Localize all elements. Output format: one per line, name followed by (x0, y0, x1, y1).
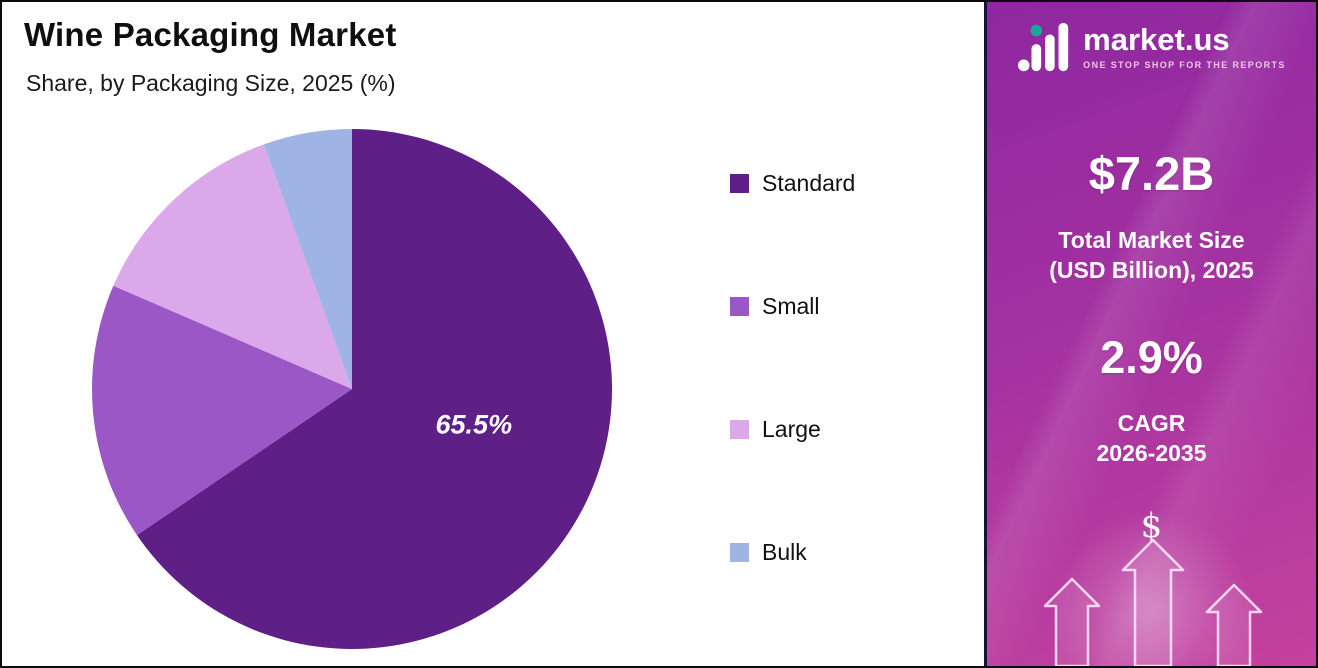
legend-label: Small (762, 293, 820, 319)
cagr-label-line2: 2026-2035 (1096, 440, 1207, 467)
brand-text: market.us ONE STOP SHOP FOR THE REPORTS (1083, 24, 1286, 70)
market-size-label-line2: (USD Billion), 2025 (1049, 257, 1254, 284)
pie-value-label: 65.5% (436, 410, 513, 440)
legend-swatch-standard (730, 174, 749, 193)
brand-tagline: ONE STOP SHOP FOR THE REPORTS (1083, 59, 1286, 70)
legend-item-small: Small (730, 293, 855, 320)
pie-slice-bulk (263, 129, 352, 389)
legend-swatch-bulk (730, 543, 749, 562)
brand: market.us ONE STOP SHOP FOR THE REPORTS (987, 20, 1316, 74)
legend-label: Bulk (762, 539, 807, 565)
legend-item-standard: Standard (730, 170, 855, 197)
legend-item-bulk: Bulk (730, 539, 855, 566)
chart-subtitle: Share, by Packaging Size, 2025 (%) (26, 70, 396, 96)
cagr-label-line1: CAGR (1117, 409, 1186, 436)
legend: Standard Small Large Bulk (730, 170, 855, 566)
legend-label: Standard (762, 170, 856, 196)
market-us-logo-icon (1018, 22, 1069, 72)
growth-arrows-icon (1043, 538, 1263, 666)
legend-item-large: Large (730, 416, 855, 443)
pie-slice-large (113, 144, 352, 389)
page-title: Wine Packaging Market (24, 16, 397, 53)
pie-slice-small (91, 285, 352, 536)
dollar-symbol: $ (1140, 506, 1163, 547)
chart-area: Wine Packaging Market Share, by Packagin… (2, 2, 984, 666)
legend-label: Large (762, 416, 821, 442)
sidebar-content: market.us ONE STOP SHOP FOR THE REPORTS … (987, 2, 1316, 546)
market-size-value: $7.2B (1088, 147, 1215, 200)
pie-chart: 65.5% (91, 129, 613, 649)
cagr-value: 2.9% (1100, 331, 1203, 383)
cagr-label: CAGR 2026-2035 (987, 408, 1316, 469)
sidebar-panel: market.us ONE STOP SHOP FOR THE REPORTS … (984, 2, 1316, 666)
market-size-label-line1: Total Market Size (1058, 227, 1245, 253)
pie-slice-standard (136, 129, 613, 649)
brand-name: market.us (1083, 22, 1230, 58)
legend-swatch-large (730, 420, 749, 439)
legend-swatch-small (730, 297, 749, 316)
market-size-label: Total Market Size (USD Billion), 2025 (987, 225, 1316, 286)
